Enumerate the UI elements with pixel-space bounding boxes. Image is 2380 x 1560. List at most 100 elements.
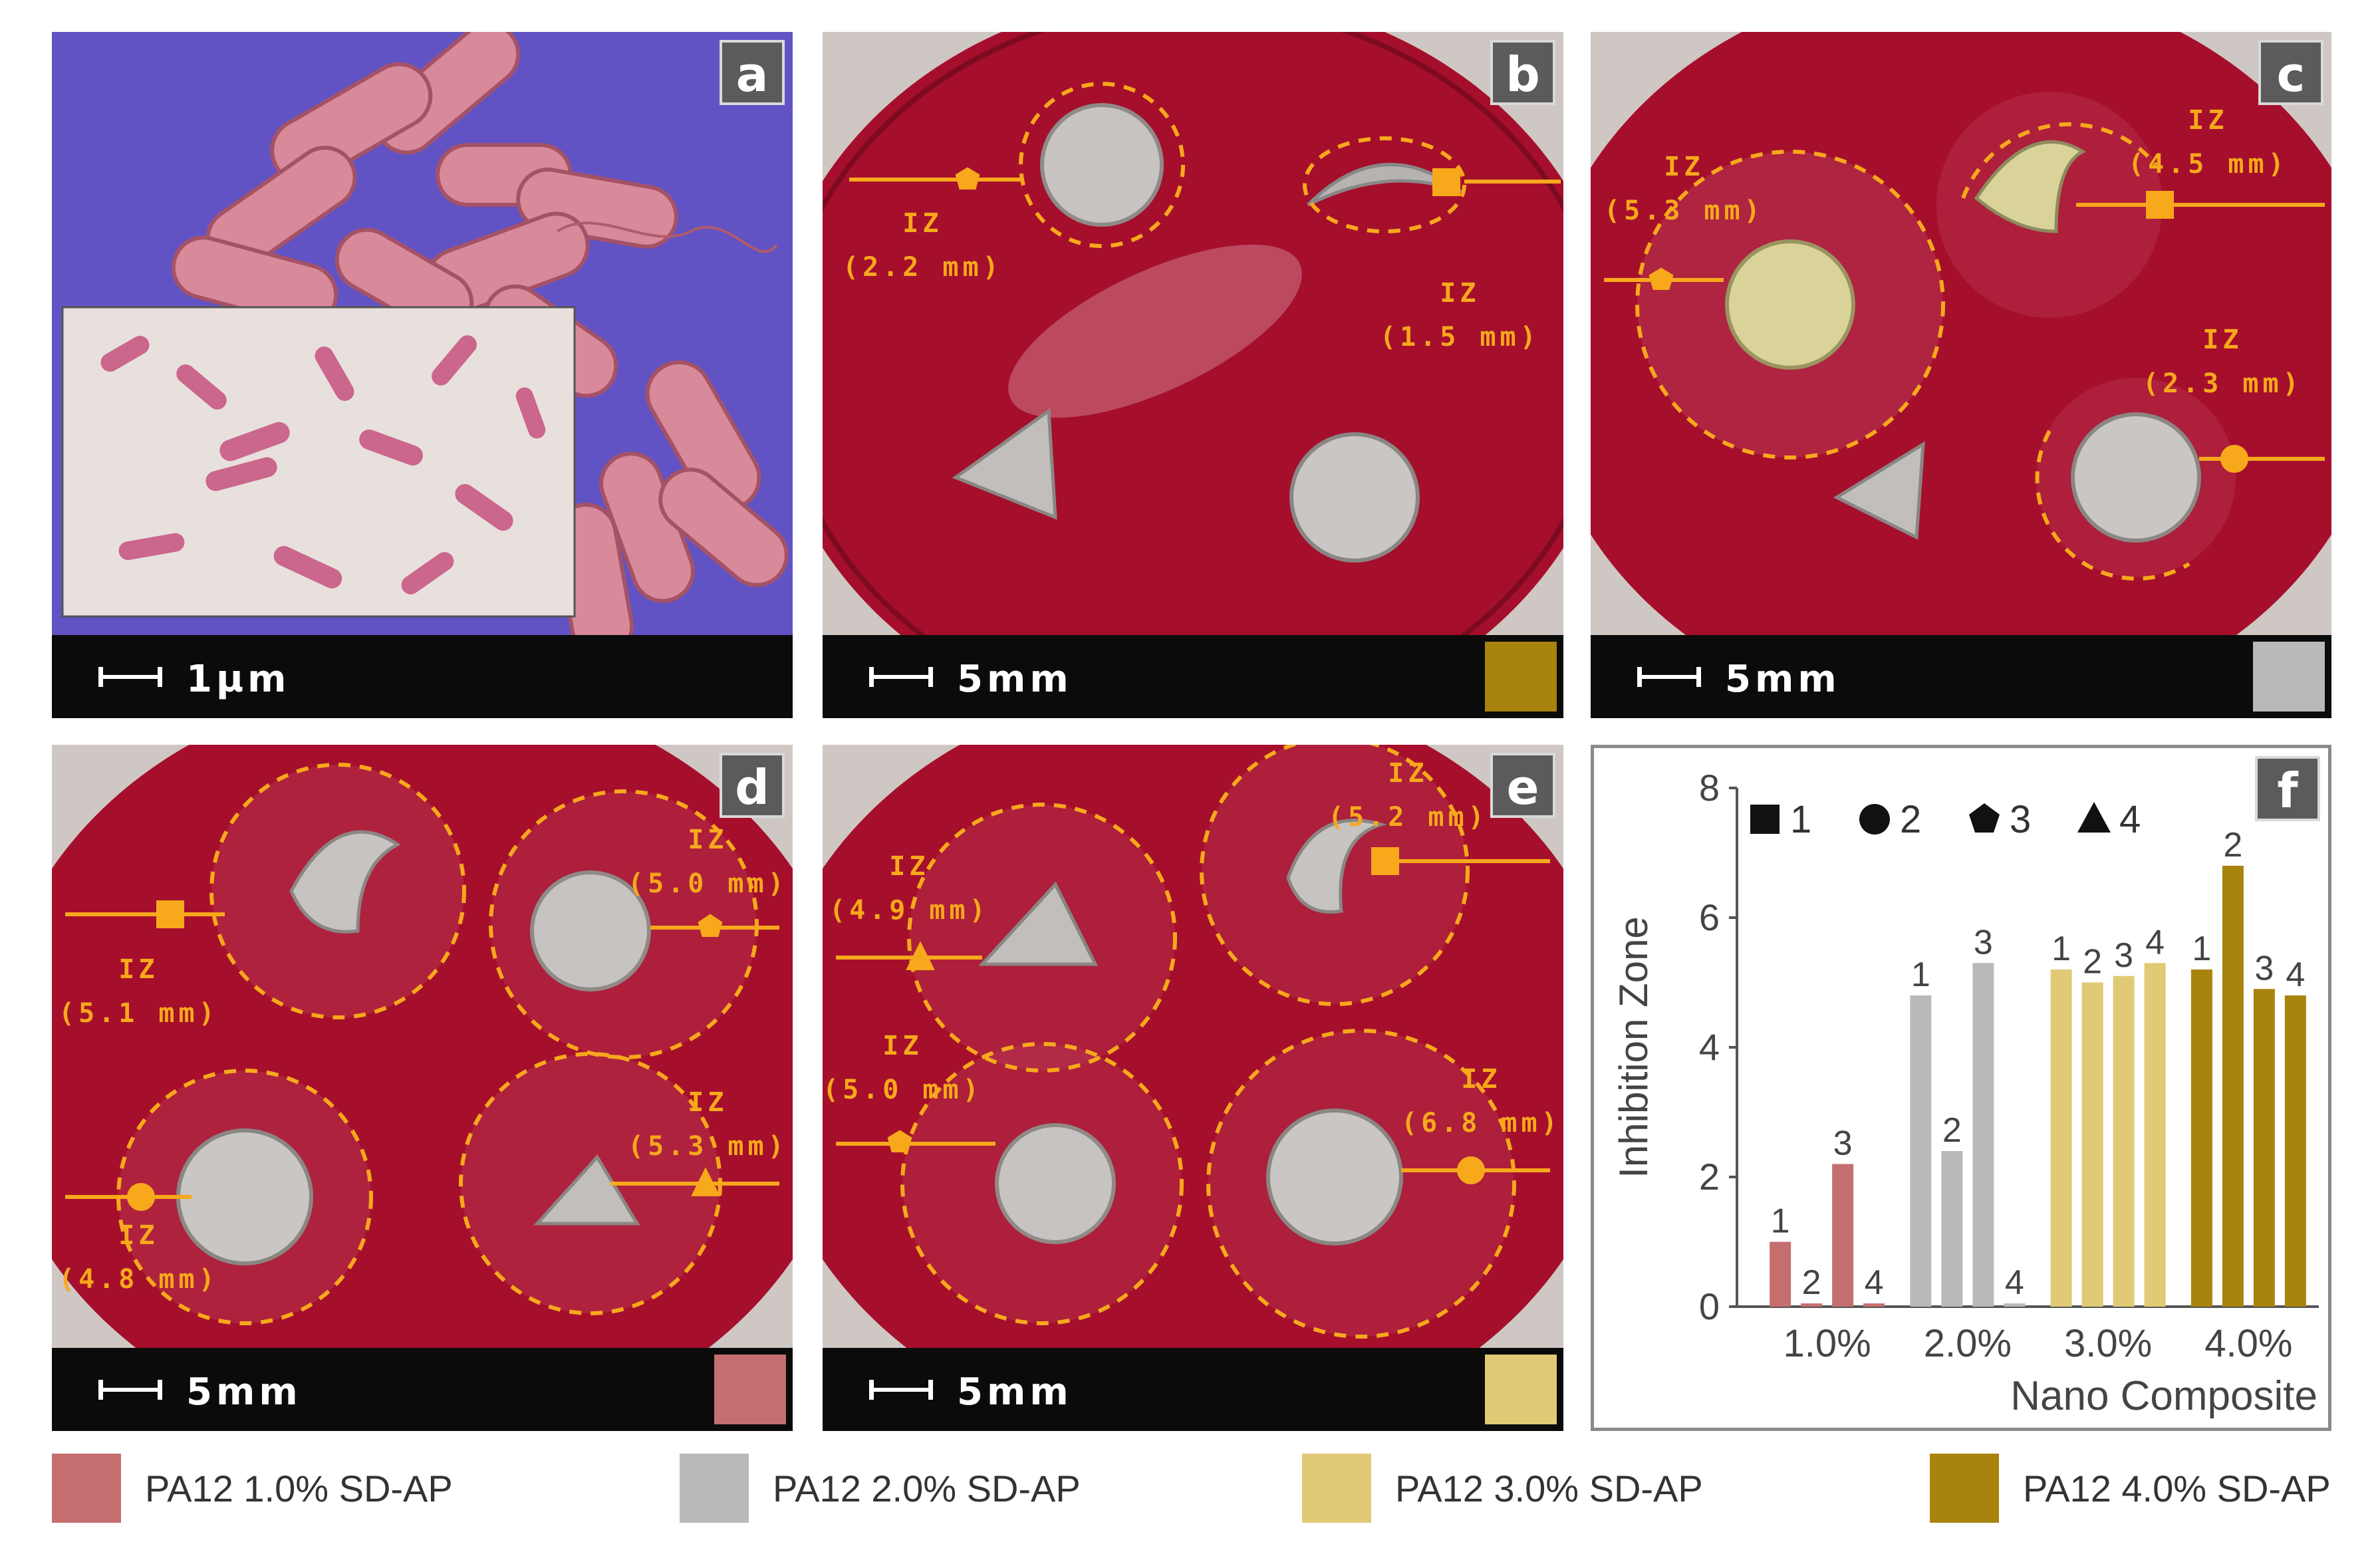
square-marker-icon xyxy=(1432,168,1460,196)
bar xyxy=(2050,970,2072,1307)
bar-label: 1 xyxy=(1771,1202,1790,1241)
scale-label: 1µm xyxy=(186,658,291,701)
bar xyxy=(2284,995,2306,1307)
iz-label: IZ (2.2 mm) xyxy=(843,208,1003,283)
pentagon-marker-icon xyxy=(1969,803,2000,833)
legend-swatch xyxy=(680,1454,749,1523)
bar xyxy=(1832,1164,1854,1307)
scale-bar-icon xyxy=(869,1380,933,1400)
bacteria-micrograph xyxy=(52,32,793,635)
color-swatch xyxy=(1485,642,1557,712)
y-axis-title: Inhibition Zone xyxy=(1611,916,1656,1178)
y-tick-label: 2 xyxy=(1699,1156,1720,1198)
bar xyxy=(1770,1241,1791,1307)
triangle-marker-icon xyxy=(2077,802,2111,833)
scale-strip: 5mm xyxy=(1591,635,2331,718)
color-swatch xyxy=(714,1355,786,1424)
panel-b-petri-dish: IZ (2.2 mm) IZ (1.5 mm) b 5mm xyxy=(823,32,1563,718)
color-swatch xyxy=(1485,1355,1557,1424)
scale-strip: 5mm xyxy=(823,635,1563,718)
scale-strip: 1µm xyxy=(52,635,793,718)
legend-swatch xyxy=(1302,1454,1371,1523)
iz-label: IZ (1.5 mm) xyxy=(1380,278,1540,352)
bar-label: 3 xyxy=(1974,923,1993,962)
legend-label: 3 xyxy=(2010,798,2031,841)
bar-label: 3 xyxy=(2254,949,2274,987)
bar xyxy=(1972,963,1994,1307)
y-tick-label: 0 xyxy=(1699,1285,1720,1327)
circle-marker-icon xyxy=(1859,804,1890,835)
scale-bar-icon xyxy=(869,667,933,687)
sample-flower xyxy=(1019,82,1185,248)
legend-label: PA12 1.0% SD-AP xyxy=(145,1468,453,1509)
bar xyxy=(1801,1303,1823,1307)
legend-swatch xyxy=(1930,1454,1999,1523)
legend-item: PA12 2.0% SD-AP xyxy=(680,1451,1252,1524)
panel-c-petri-dish: IZ (5.3 mm) IZ (4.5 mm) IZ (2.3 mm) c 5mm xyxy=(1591,32,2331,718)
y-tick-label: 6 xyxy=(1699,896,1720,938)
bar xyxy=(2113,975,2135,1307)
bar xyxy=(2004,1303,2026,1307)
scale-label: 5mm xyxy=(1725,658,1841,701)
iz-label: IZ (5.3 mm) xyxy=(628,1087,788,1162)
iz-label: IZ (5.2 mm) xyxy=(1328,758,1488,833)
bar-label: 1 xyxy=(1911,956,1930,994)
bar-label: 1 xyxy=(2192,930,2211,968)
sample-crescent xyxy=(1303,136,1466,233)
sample-disc xyxy=(1289,432,1420,563)
x-tick-label: 4.0% xyxy=(2204,1322,2292,1365)
bar xyxy=(1910,995,1932,1307)
bar xyxy=(2144,963,2166,1307)
panel-a-micrograph: a 1µm xyxy=(52,32,793,718)
legend-label: 2 xyxy=(1900,798,1921,841)
color-swatch xyxy=(2253,642,2325,712)
bar-label: 4 xyxy=(2005,1263,2024,1302)
iz-label: IZ (5.3 mm) xyxy=(1604,152,1764,226)
square-marker-icon xyxy=(1750,805,1780,834)
panel-letter-e: e xyxy=(1490,753,1555,818)
bar-label: 2 xyxy=(2083,943,2102,981)
panel-letter-d: d xyxy=(720,753,785,818)
bar xyxy=(2190,970,2212,1307)
y-tick-label: 8 xyxy=(1699,767,1720,809)
bar-label: 4 xyxy=(2145,923,2165,962)
panel-f-bar-chart: 0 2 4 6 8 Inhibition Zone Nano Composite 1.0% 2.… xyxy=(1591,745,2331,1431)
legend-label: 1 xyxy=(1790,798,1811,841)
bar-label: 2 xyxy=(1802,1263,1821,1302)
iz-label: IZ (5.0 mm) xyxy=(628,825,788,899)
petri-dish-photo xyxy=(1591,32,2331,635)
legend-item: PA12 3.0% SD-AP xyxy=(1302,1451,1874,1524)
iz-label: IZ (4.5 mm) xyxy=(2128,105,2288,180)
scale-strip: 5mm xyxy=(823,1348,1563,1431)
legend-label: PA12 3.0% SD-AP xyxy=(1395,1468,1703,1509)
x-tick-label: 1.0% xyxy=(1784,1322,1871,1365)
bar-label: 2 xyxy=(1942,1111,1962,1150)
bar-label: 2 xyxy=(2223,826,2242,864)
panel-d-petri-dish: IZ (5.1 mm) IZ (5.0 mm) IZ (4.8 mm) IZ (5.3 … xyxy=(52,745,793,1431)
scale-strip: 5mm xyxy=(52,1348,793,1431)
bar xyxy=(1941,1151,1963,1307)
iz-label: IZ (4.8 mm) xyxy=(59,1220,219,1295)
iz-label: IZ (2.3 mm) xyxy=(2143,325,2303,399)
x-tick-label: 3.0% xyxy=(2064,1322,2152,1365)
y-tick-label: 4 xyxy=(1699,1026,1720,1068)
bar-label: 4 xyxy=(2286,956,2305,994)
legend-item: PA12 1.0% SD-AP xyxy=(52,1451,624,1524)
legend-label: PA12 2.0% SD-AP xyxy=(773,1468,1081,1509)
inset-micrograph xyxy=(61,306,576,618)
petri-dish-photo xyxy=(823,32,1563,635)
bar xyxy=(1863,1303,1885,1307)
pentagon-marker-icon xyxy=(955,167,980,190)
iz-label: IZ (4.9 mm) xyxy=(829,851,990,926)
bar-label: 3 xyxy=(2114,936,2133,975)
inhibition-zone-chart: 0 2 4 6 8 Inhibition Zone Nano Composite 1.0% 2.… xyxy=(1611,767,2319,1419)
bar xyxy=(2081,982,2103,1307)
scale-label: 5mm xyxy=(957,658,1073,701)
panel-letter-c: c xyxy=(2258,40,2323,105)
iz-label: IZ (6.8 mm) xyxy=(1401,1064,1561,1138)
x-axis-title: Nano Composite xyxy=(2010,1373,2317,1419)
legend-swatch xyxy=(52,1454,121,1523)
chart-legend: 1 2 3 4 xyxy=(1750,798,2141,841)
scale-bar-icon xyxy=(1637,667,1701,687)
